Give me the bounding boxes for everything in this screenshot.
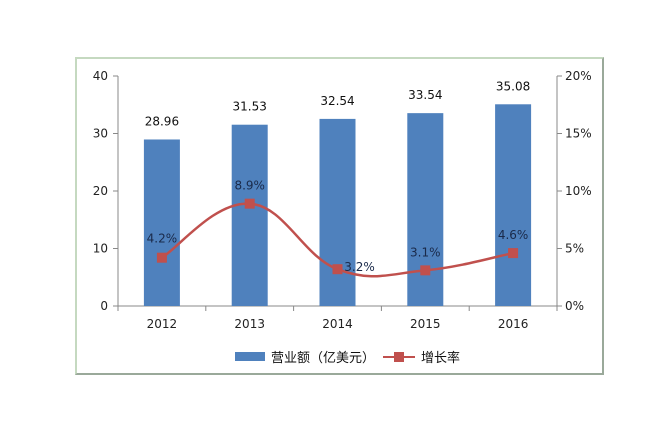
bar bbox=[495, 104, 532, 306]
growth-value-label: 4.6% bbox=[498, 228, 529, 242]
x-tick-label: 2015 bbox=[410, 317, 441, 331]
bar-value-label: 31.53 bbox=[233, 100, 267, 114]
growth-value-label: 4.2% bbox=[147, 232, 178, 246]
growth-value-label: 3.1% bbox=[410, 245, 441, 259]
y2-tick-label: 5% bbox=[565, 242, 584, 256]
y-tick-label: 40 bbox=[93, 69, 108, 83]
bar bbox=[407, 113, 444, 307]
line-marker-icon bbox=[156, 252, 167, 263]
growth-value-label: 3.2% bbox=[344, 260, 375, 274]
bar-value-label: 28.96 bbox=[145, 114, 179, 128]
bar-value-label: 32.54 bbox=[320, 94, 354, 108]
y-tick-label: 10 bbox=[93, 242, 108, 256]
legend: 营业额（亿美元） 增长率 bbox=[235, 347, 460, 366]
legend-bar-label: 营业额（亿美元） bbox=[271, 351, 376, 366]
y2-tick-label: 20% bbox=[565, 69, 592, 83]
bar bbox=[319, 118, 356, 307]
x-tick-label: 2014 bbox=[322, 317, 353, 331]
line-marker-icon bbox=[244, 198, 255, 209]
bar-value-label: 33.54 bbox=[408, 88, 442, 102]
y-tick-label: 30 bbox=[93, 127, 108, 141]
bar bbox=[143, 139, 180, 306]
line-marker-icon bbox=[332, 264, 343, 275]
y-tick-label: 0 bbox=[100, 299, 108, 313]
x-tick-label: 2013 bbox=[234, 317, 265, 331]
y2-tick-label: 10% bbox=[565, 184, 592, 198]
line-marker-icon bbox=[420, 265, 431, 276]
growth-value-label: 8.9% bbox=[234, 179, 265, 193]
legend-bar-swatch-icon bbox=[235, 352, 265, 361]
bar-value-label: 35.08 bbox=[496, 79, 530, 93]
line-marker-icon bbox=[508, 248, 519, 259]
legend-line-label: 增长率 bbox=[421, 351, 461, 366]
y2-tick-label: 0% bbox=[565, 299, 584, 313]
x-tick-label: 2016 bbox=[498, 317, 529, 331]
bar bbox=[231, 124, 268, 306]
y-tick-label: 20 bbox=[93, 184, 108, 198]
legend-line-marker-icon bbox=[383, 351, 416, 362]
y2-tick-label: 15% bbox=[565, 127, 592, 141]
x-tick-label: 2012 bbox=[147, 317, 178, 331]
